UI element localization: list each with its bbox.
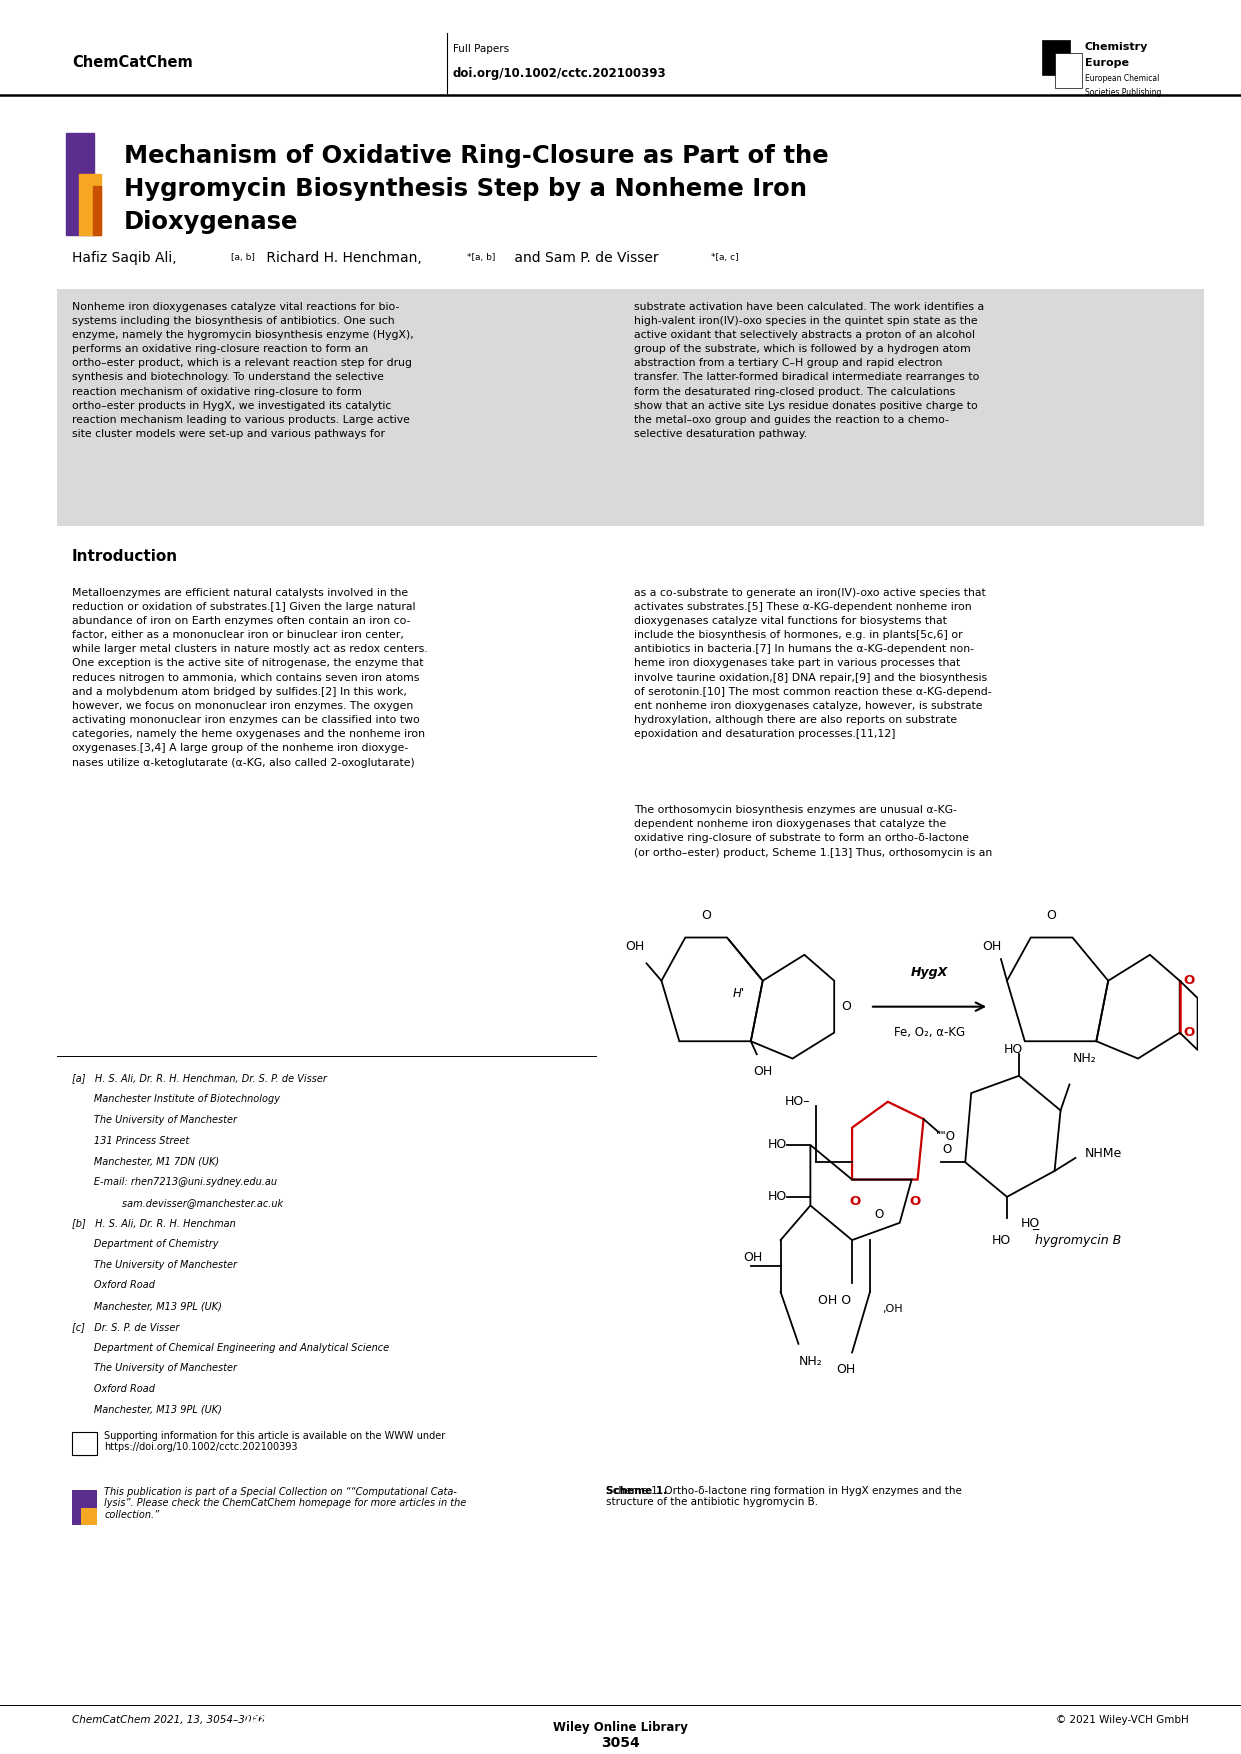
Text: HO: HO	[992, 1233, 1010, 1247]
Text: O: O	[701, 909, 711, 923]
Text: O: O	[1183, 1026, 1194, 1038]
Text: ChemCatChem 2021, 13, 3054–3066: ChemCatChem 2021, 13, 3054–3066	[72, 1715, 264, 1726]
Text: © 2021 Wiley-VCH GmbH: © 2021 Wiley-VCH GmbH	[1056, 1715, 1189, 1726]
Text: doi.org/10.1002/cctc.202100393: doi.org/10.1002/cctc.202100393	[453, 67, 666, 81]
Text: ChemCatChem: ChemCatChem	[72, 54, 192, 70]
Text: [a, b]: [a, b]	[231, 253, 254, 261]
Text: 131 Princess Street: 131 Princess Street	[72, 1135, 189, 1145]
Text: Department of Chemistry: Department of Chemistry	[72, 1238, 218, 1249]
Text: O: O	[1183, 973, 1194, 988]
Text: NH₂: NH₂	[1072, 1052, 1096, 1065]
Text: HO: HO	[767, 1138, 787, 1151]
Text: 3054: 3054	[601, 1736, 640, 1750]
Text: ""O: ""O	[936, 1130, 956, 1144]
Text: as a co-substrate to generate an iron(IV)-oxo active species that
activates subs: as a co-substrate to generate an iron(IV…	[634, 588, 992, 738]
Text: HO–: HO–	[784, 1094, 810, 1109]
Text: HO: HO	[1003, 1044, 1023, 1056]
Text: Fe, O₂, α-KG: Fe, O₂, α-KG	[894, 1026, 965, 1038]
Text: substrate activation have been calculated. The work identifies a
high-valent iro: substrate activation have been calculate…	[634, 302, 984, 438]
Text: The University of Manchester: The University of Manchester	[72, 1363, 237, 1373]
Text: OH: OH	[836, 1363, 856, 1377]
FancyBboxPatch shape	[1042, 40, 1070, 75]
Text: Nonheme iron dioxygenases catalyze vital reactions for bio-
systems including th: Nonheme iron dioxygenases catalyze vital…	[72, 302, 413, 438]
Text: European Chemical: European Chemical	[1085, 74, 1159, 84]
Text: and Sam P. de Visser: and Sam P. de Visser	[510, 251, 659, 265]
Text: O: O	[908, 1194, 921, 1209]
Text: This publication is part of a Special Collection on ““Computational Cata-
lysis”: This publication is part of a Special Co…	[104, 1487, 467, 1521]
Text: O: O	[841, 1000, 851, 1014]
Text: O: O	[849, 1194, 861, 1209]
Text: O: O	[874, 1209, 884, 1221]
FancyBboxPatch shape	[81, 1508, 97, 1526]
Text: Full Papers: Full Papers	[453, 44, 509, 54]
Text: NH₂: NH₂	[798, 1354, 823, 1368]
Text: Scheme 1.: Scheme 1.	[606, 1486, 666, 1496]
Text: Societies Publishing: Societies Publishing	[1085, 88, 1162, 98]
Text: Manchester Institute of Biotechnology: Manchester Institute of Biotechnology	[72, 1094, 280, 1105]
Text: Manchester, M1 7DN (UK): Manchester, M1 7DN (UK)	[72, 1156, 220, 1166]
Text: [c]   Dr. S. P. de Visser: [c] Dr. S. P. de Visser	[72, 1323, 180, 1331]
Text: Richard H. Henchman,: Richard H. Henchman,	[262, 251, 422, 265]
Text: E-mail: rhen7213@uni.sydney.edu.au: E-mail: rhen7213@uni.sydney.edu.au	[72, 1177, 277, 1187]
Text: hygromycin B: hygromycin B	[1035, 1233, 1122, 1247]
Text: OH: OH	[983, 940, 1001, 952]
Text: Hygromycin Biosynthesis Step by a Nonheme Iron: Hygromycin Biosynthesis Step by a Nonhem…	[124, 177, 807, 202]
Text: Supporting information for this article is available on the WWW under
https://do: Supporting information for this article …	[104, 1431, 446, 1452]
Text: [b]   H. S. Ali, Dr. R. H. Henchman: [b] H. S. Ali, Dr. R. H. Henchman	[72, 1219, 236, 1228]
Text: Chemistry: Chemistry	[1085, 42, 1148, 53]
Text: HygX: HygX	[911, 966, 948, 979]
Text: HO: HO	[767, 1191, 787, 1203]
Polygon shape	[79, 174, 102, 235]
Text: Scheme 1. Ortho-δ-lactone ring formation in HygX enzymes and the
structure of th: Scheme 1. Ortho-δ-lactone ring formation…	[606, 1486, 962, 1507]
Text: Oxford Road: Oxford Road	[72, 1280, 155, 1291]
Text: O: O	[943, 1144, 952, 1156]
FancyBboxPatch shape	[57, 289, 1204, 526]
Text: OH O: OH O	[818, 1294, 851, 1307]
Text: H': H'	[733, 988, 745, 1000]
Text: *[a, b]: *[a, b]	[467, 253, 495, 261]
Text: OH: OH	[753, 1065, 772, 1079]
Text: Manchester, M13 9PL (UK): Manchester, M13 9PL (UK)	[72, 1301, 222, 1312]
Text: Europe: Europe	[1085, 58, 1128, 68]
Text: HO̲: HO̲	[1021, 1216, 1040, 1230]
Text: OH: OH	[625, 940, 644, 952]
Text: sam.devisser@manchester.ac.uk: sam.devisser@manchester.ac.uk	[72, 1198, 283, 1209]
Text: Metalloenzymes are efficient natural catalysts involved in the
reduction or oxid: Metalloenzymes are efficient natural cat…	[72, 588, 428, 768]
Text: ,OH: ,OH	[882, 1305, 902, 1314]
Text: O: O	[1046, 909, 1056, 923]
Text: The University of Manchester: The University of Manchester	[72, 1259, 237, 1270]
FancyBboxPatch shape	[72, 1491, 97, 1526]
Text: 2021, 13, 3054–3066: 2021, 13, 3054–3066	[240, 1715, 365, 1726]
Text: Oxford Road: Oxford Road	[72, 1384, 155, 1394]
Text: Dioxygenase: Dioxygenase	[124, 210, 299, 235]
Text: Manchester, M13 9PL (UK): Manchester, M13 9PL (UK)	[72, 1405, 222, 1415]
Text: Introduction: Introduction	[72, 549, 179, 565]
Text: [a]   H. S. Ali, Dr. R. H. Henchman, Dr. S. P. de Visser: [a] H. S. Ali, Dr. R. H. Henchman, Dr. S…	[72, 1073, 326, 1084]
Text: Hafiz Saqib Ali,: Hafiz Saqib Ali,	[72, 251, 176, 265]
Text: The orthosomycin biosynthesis enzymes are unusual α-KG-
dependent nonheme iron d: The orthosomycin biosynthesis enzymes ar…	[634, 805, 993, 858]
Text: The University of Manchester: The University of Manchester	[72, 1116, 237, 1124]
Text: *[a, c]: *[a, c]	[711, 253, 738, 261]
FancyBboxPatch shape	[1055, 53, 1082, 88]
Text: Mechanism of Oxidative Ring-Closure as Part of the: Mechanism of Oxidative Ring-Closure as P…	[124, 144, 829, 168]
Text: Department of Chemical Engineering and Analytical Science: Department of Chemical Engineering and A…	[72, 1342, 390, 1352]
FancyBboxPatch shape	[72, 1433, 97, 1456]
Text: OH: OH	[743, 1251, 763, 1265]
Text: Wiley Online Library: Wiley Online Library	[553, 1721, 688, 1733]
Text: NHMe: NHMe	[1085, 1147, 1122, 1159]
Polygon shape	[66, 133, 94, 235]
Polygon shape	[93, 186, 102, 235]
